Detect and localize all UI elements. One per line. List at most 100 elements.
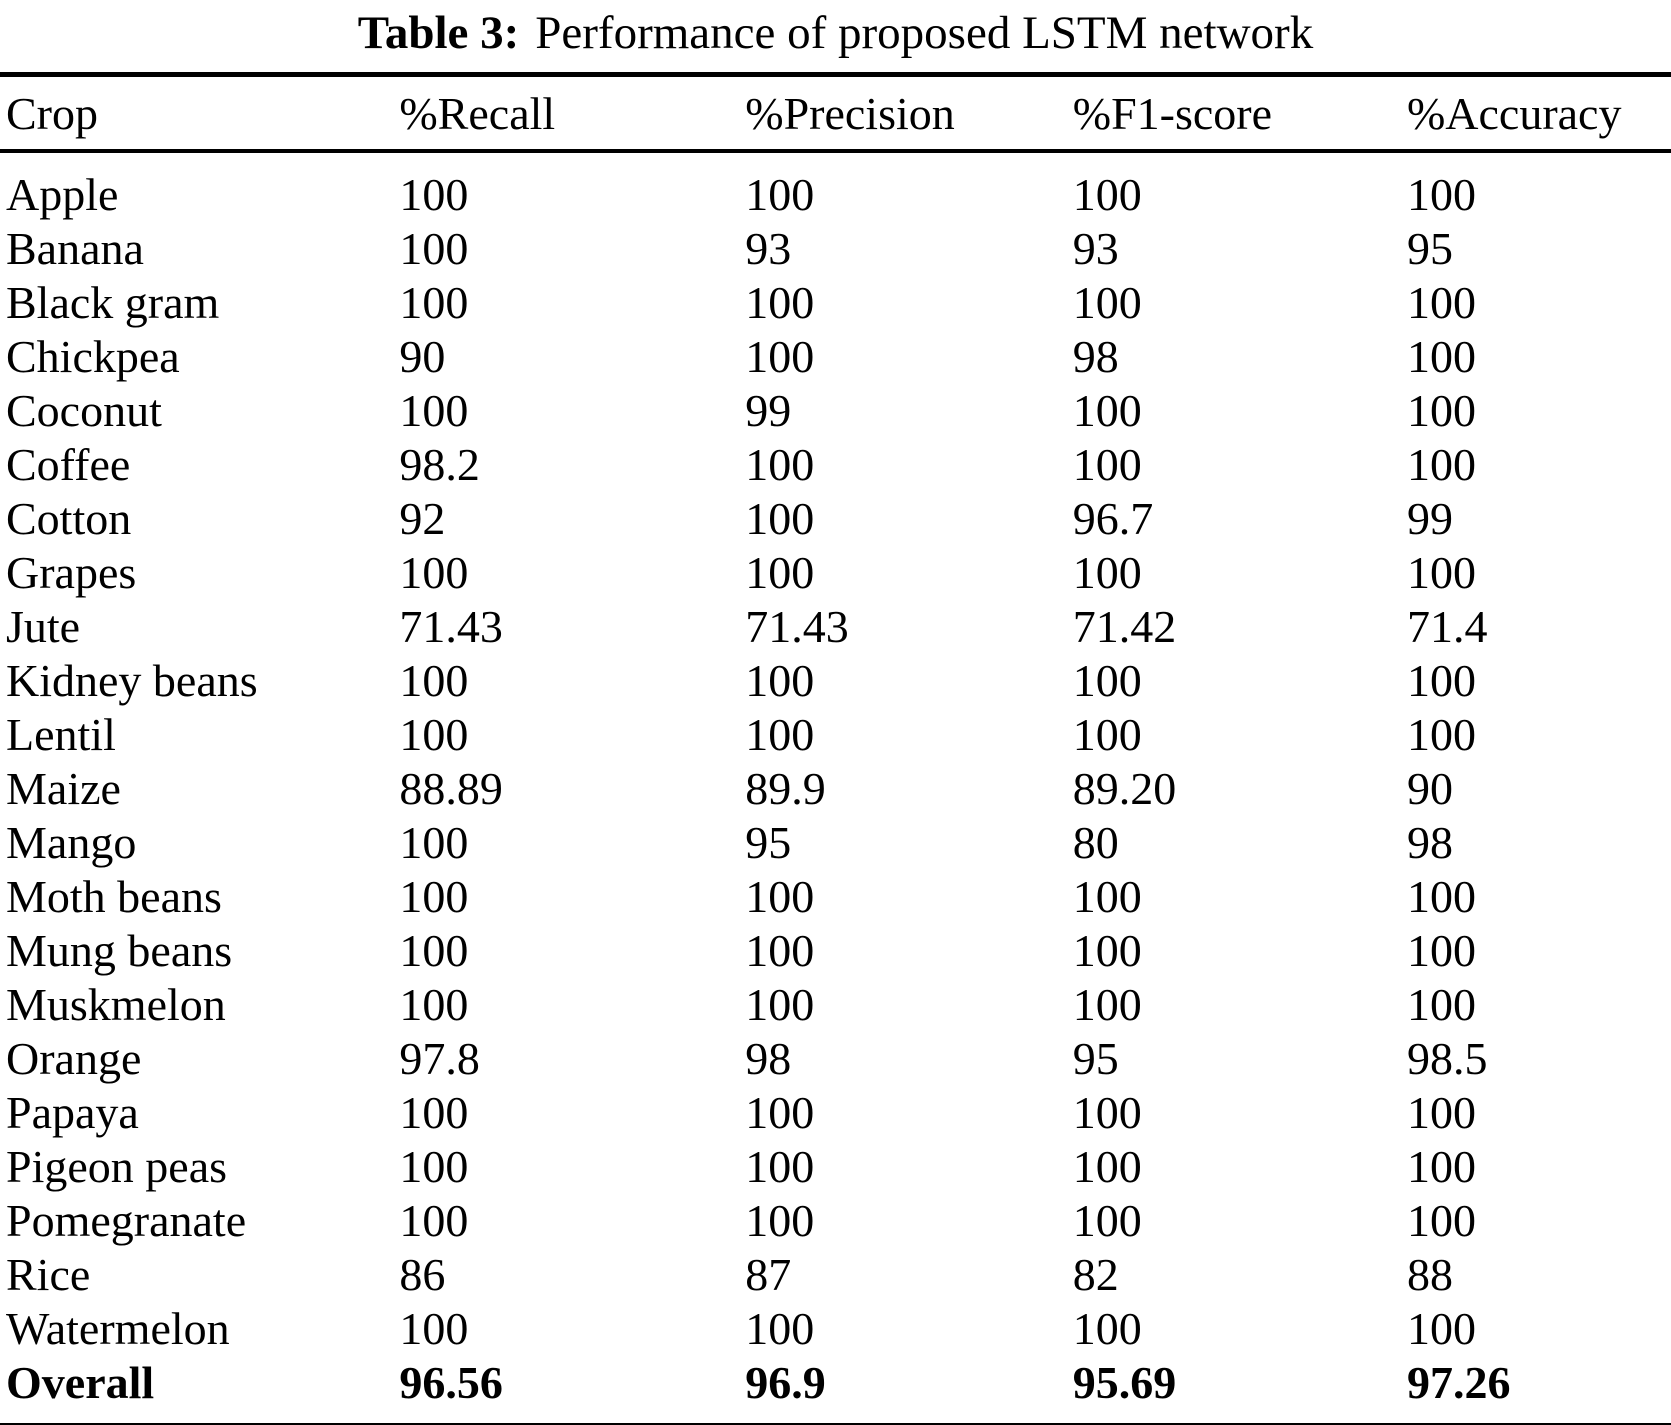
precision-cell: 100 [745,546,815,598]
table-row: Muskmelon 100 100 100 100 [0,977,1671,1031]
accuracy-cell: 100 [1406,330,1476,382]
table-body: Apple 100 100 100 100 Banana 100 93 93 9… [0,151,1671,1425]
f1-cell: 100 [1072,924,1142,976]
table-row: Orange 97.8 98 95 98.5 [0,1031,1671,1085]
recall-cell: 100 [399,546,469,598]
recall-cell: 100 [399,654,469,706]
crop-name-cell: Rice [6,1248,91,1300]
f1-cell: 95 [1072,1032,1119,1084]
table-row: Cotton 92 100 96.7 99 [0,491,1671,545]
table-row: Apple 100 100 100 100 [0,151,1671,221]
f1-cell: 100 [1072,654,1142,706]
accuracy-cell: 100 [1406,924,1476,976]
f1-cell: 100 [1072,546,1142,598]
crop-name-cell: Mung beans [6,924,233,976]
recall-cell: 97.8 [399,1032,480,1084]
precision-cell: 89.9 [745,762,826,814]
accuracy-cell: 98 [1406,816,1453,868]
recall-cell: 98.2 [399,438,480,490]
recall-cell: 100 [399,384,469,436]
precision-cell: 98 [745,1032,792,1084]
f1-cell: 98 [1072,330,1119,382]
accuracy-cell: 100 [1406,546,1476,598]
crop-name-cell: Coffee [6,438,131,490]
crop-name-cell: Banana [6,222,144,274]
accuracy-cell: 100 [1406,1194,1476,1246]
f1-cell: 71.42 [1072,600,1177,652]
f1-cell: 100 [1072,870,1142,922]
recall-cell: 71.43 [399,600,503,652]
precision-cell: 100 [745,1194,815,1246]
crop-name-cell: Pigeon peas [6,1140,228,1192]
col-header-crop: Crop [0,74,400,153]
accuracy-cell: 90 [1406,762,1453,814]
recall-cell: 100 [399,222,469,274]
precision-cell: 100 [745,924,815,976]
accuracy-cell: 88 [1406,1248,1453,1300]
recall-cell: 100 [399,870,469,922]
accuracy-cell: 100 [1406,1086,1476,1138]
crop-name-cell: Pomegranate [6,1194,247,1246]
accuracy-cell: 100 [1406,654,1476,706]
precision-cell: 71.43 [745,600,849,652]
table-row: Overall 96.56 96.9 95.69 97.26 [0,1355,1671,1425]
accuracy-cell: 97.26 [1406,1356,1511,1408]
f1-cell: 100 [1072,276,1142,328]
accuracy-cell: 100 [1406,1302,1476,1354]
precision-cell: 93 [745,222,792,274]
table-row: Jute 71.43 71.43 71.42 71.4 [0,599,1671,653]
precision-cell: 100 [745,1302,815,1354]
crop-name-cell: Maize [6,762,121,814]
crop-name-cell: Papaya [6,1086,139,1138]
precision-cell: 100 [745,168,815,220]
accuracy-cell: 100 [1406,870,1476,922]
table-row: Rice 86 87 82 88 [0,1247,1671,1301]
f1-cell: 89.20 [1072,762,1177,814]
recall-cell: 92 [399,492,446,544]
precision-cell: 100 [745,654,815,706]
table-row: Coconut 100 99 100 100 [0,383,1671,437]
crop-name-cell: Kidney beans [6,654,258,706]
col-header-recall: %Recall [399,74,746,153]
precision-cell: 95 [745,816,792,868]
recall-cell: 100 [399,978,469,1030]
accuracy-cell: 100 [1406,276,1476,328]
crop-name-cell: Moth beans [6,870,222,922]
f1-cell: 93 [1072,222,1119,274]
precision-cell: 87 [745,1248,792,1300]
table-row: Chickpea 90 100 98 100 [0,329,1671,383]
f1-cell: 100 [1072,168,1142,220]
recall-cell: 88.89 [399,762,503,814]
accuracy-cell: 100 [1406,978,1476,1030]
table-row: Moth beans 100 100 100 100 [0,869,1671,923]
f1-cell: 82 [1072,1248,1119,1300]
table-row: Kidney beans 100 100 100 100 [0,653,1671,707]
crop-name-cell: Coconut [6,384,162,436]
accuracy-cell: 100 [1406,1140,1476,1192]
col-header-precision: %Precision [745,74,1073,153]
precision-cell: 100 [745,1140,815,1192]
recall-cell: 86 [399,1248,446,1300]
table-row: Lentil 100 100 100 100 [0,707,1671,761]
accuracy-cell: 100 [1406,384,1476,436]
crop-name-cell: Watermelon [6,1302,230,1354]
precision-cell: 100 [745,492,815,544]
recall-cell: 100 [399,816,469,868]
precision-cell: 100 [745,978,815,1030]
precision-cell: 100 [745,276,815,328]
col-header-accuracy: %Accuracy [1406,74,1671,153]
table-row: Pigeon peas 100 100 100 100 [0,1139,1671,1193]
precision-cell: 100 [745,330,815,382]
header-row: Crop %Recall %Precision %F1-score %Accur… [0,74,1671,153]
table-row: Coffee 98.2 100 100 100 [0,437,1671,491]
crop-name-cell: Lentil [6,708,116,760]
f1-cell: 100 [1072,1194,1142,1246]
col-header-f1: %F1-score [1072,74,1407,153]
recall-cell: 90 [399,330,446,382]
f1-cell: 80 [1072,816,1119,868]
f1-cell: 100 [1072,1140,1142,1192]
f1-cell: 100 [1072,1302,1142,1354]
crop-name-cell: Orange [6,1032,142,1084]
table-row: Maize 88.89 89.9 89.20 90 [0,761,1671,815]
recall-cell: 100 [399,1140,469,1192]
